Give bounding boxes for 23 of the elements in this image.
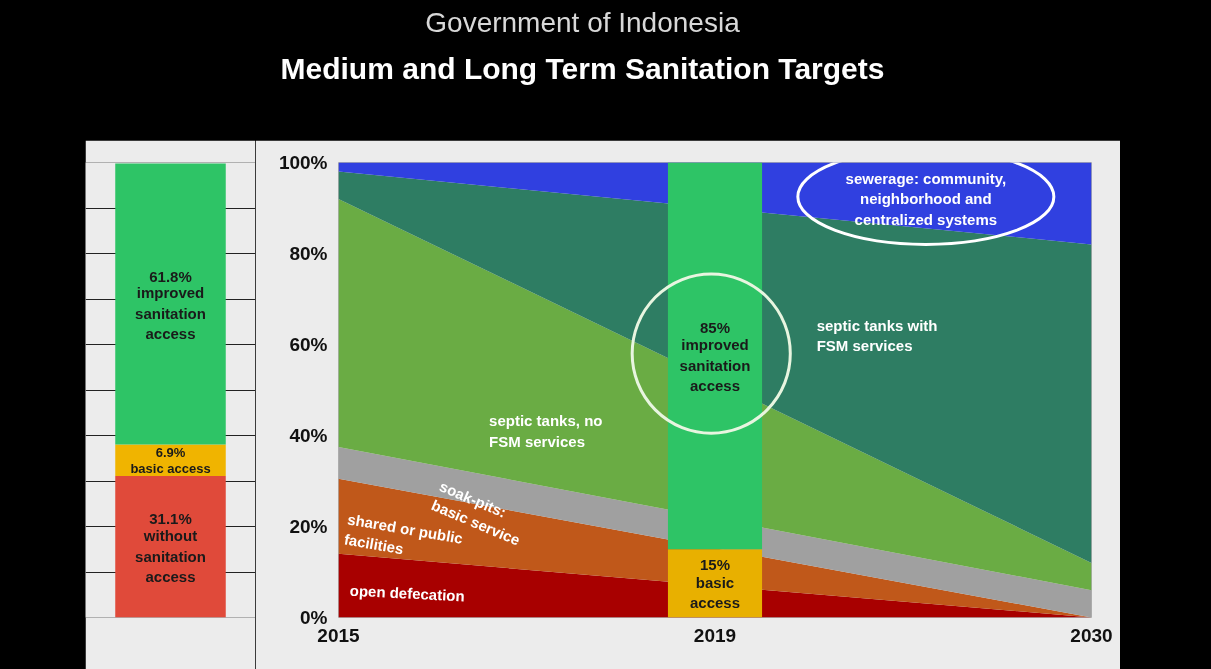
series-label: basic access <box>689 574 741 612</box>
y-tick-label: 80% <box>289 243 328 264</box>
y-tick-label: 60% <box>289 334 328 355</box>
chart-title: Medium and Long Term Sanitation Targets <box>280 52 885 85</box>
series-label: sewerage: community, neighborhood and centralized systems <box>845 170 1007 228</box>
x-tick-label: 2019 <box>693 624 737 646</box>
series-label: basic access <box>130 460 211 476</box>
series-label: open defecation <box>349 581 466 605</box>
series-label: septic tanks with FSM services <box>816 316 938 355</box>
series-label: improved sanitation access <box>679 336 751 395</box>
data-label: 15% <box>699 556 731 574</box>
data-label: 6.9% <box>155 444 186 460</box>
series-label: without sanitation access <box>135 527 206 585</box>
y-tick-label: 40% <box>289 425 328 446</box>
y-tick-label: 100% <box>278 152 328 173</box>
series-label: septic tanks, no FSM services <box>489 412 603 450</box>
chart-subtitle: Government of Indonesia <box>425 7 741 38</box>
data-label: 61.8% <box>149 267 192 285</box>
data-label: 31.1% <box>149 510 192 528</box>
series-label: improved sanitation access <box>135 284 206 343</box>
data-label: 85% <box>699 319 731 337</box>
y-tick-label: 20% <box>289 516 328 537</box>
x-tick-label: 2030 <box>1070 624 1113 646</box>
